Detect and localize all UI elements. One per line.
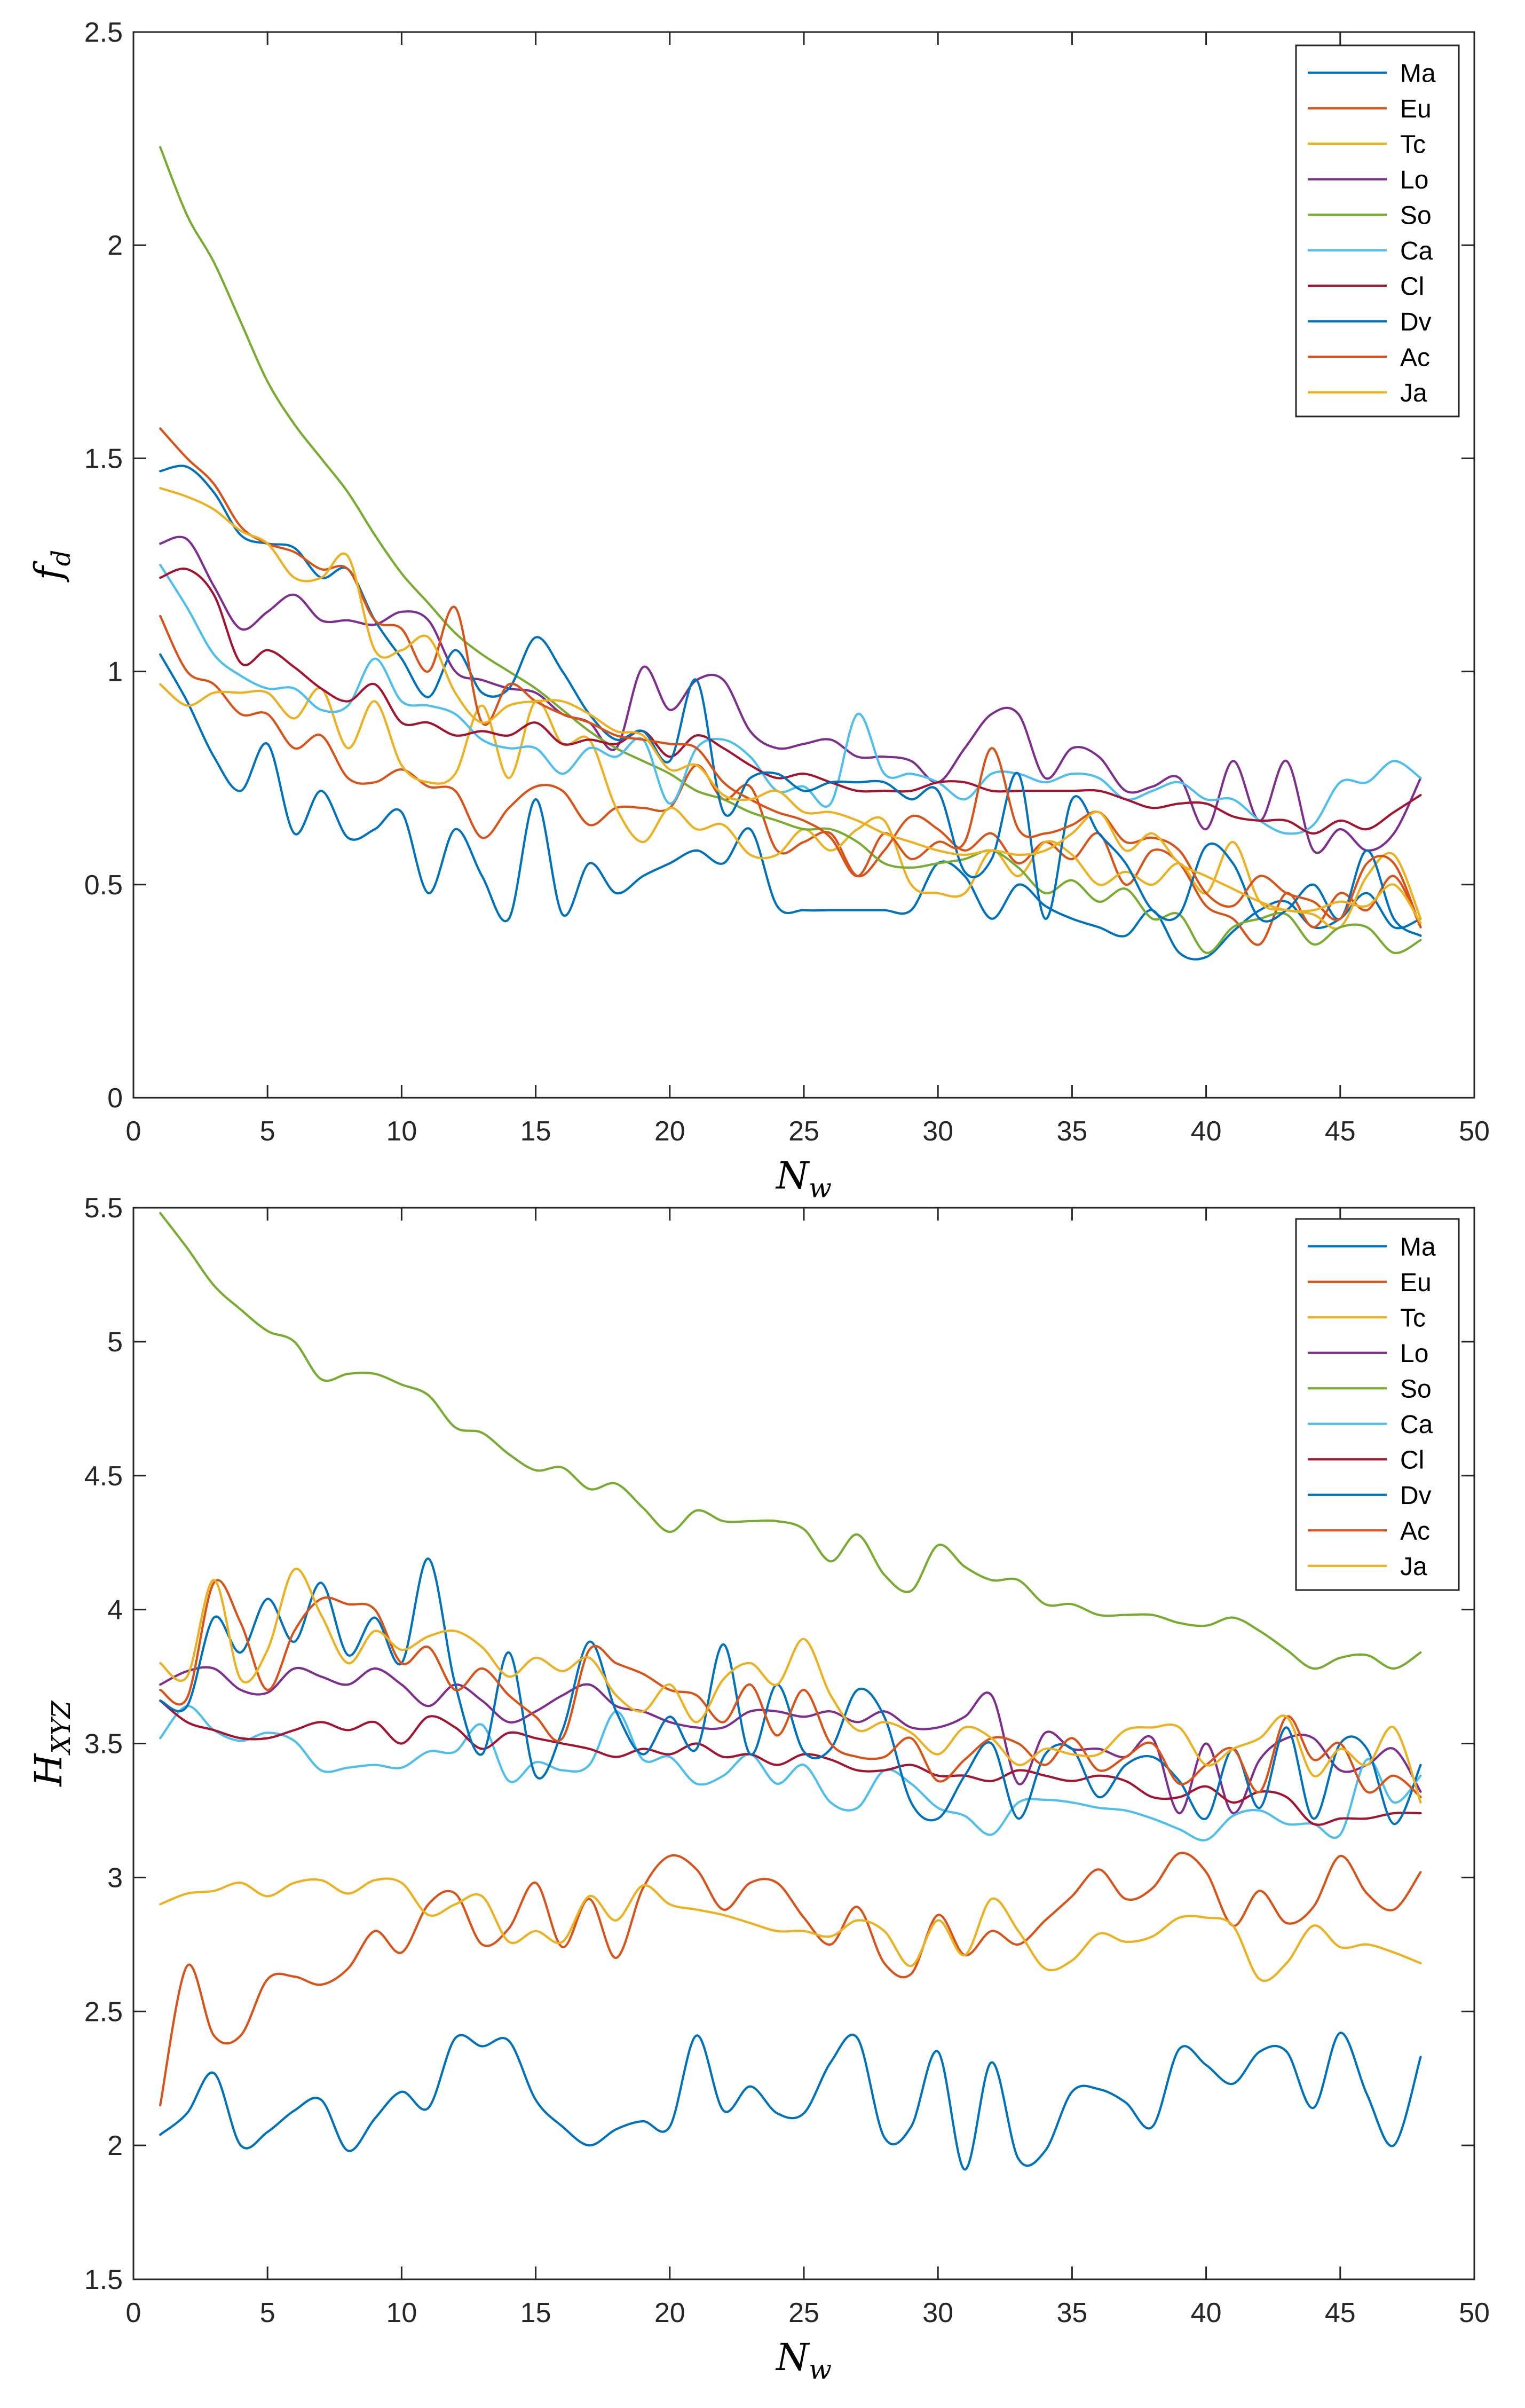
legend-box	[1295, 1218, 1460, 1591]
series-line-dv-2	[159, 1557, 1422, 1825]
x-axis-label-subscript: w	[809, 2354, 832, 2385]
series-line-lo	[159, 536, 1422, 854]
series-line-ma	[159, 2032, 1422, 2171]
y-tick-label: 1	[107, 657, 123, 688]
legend-label: Dv	[1400, 1482, 1432, 1510]
x-axis-label-subscript: w	[809, 1172, 832, 1203]
legend-label: Ca	[1400, 237, 1433, 265]
series-line-dv-2	[159, 465, 1422, 937]
legend-label: Ma	[1400, 1233, 1436, 1261]
x-tick-label: 50	[1459, 2297, 1490, 2328]
series-line-ja-2	[159, 487, 1422, 924]
x-tick-label: 15	[520, 2297, 551, 2328]
legend-label: So	[1400, 1375, 1432, 1403]
series-line-so	[159, 146, 1422, 954]
y-axis-label-subscript: d	[46, 550, 76, 566]
x-tick-label: 10	[386, 1116, 417, 1147]
x-tick-label: 5	[260, 2297, 275, 2328]
y-tick-label: 2.5	[84, 17, 123, 48]
x-tick-label: 10	[386, 2297, 417, 2328]
series-line-cl	[159, 1699, 1422, 1826]
legend-label: Eu	[1400, 1269, 1432, 1297]
legend-label: Dv	[1400, 308, 1432, 336]
series-line-lo	[159, 1666, 1422, 1815]
top-chart-fd: 0 5 10 15 20 25 30 35 40 45 5000.511.522.5NwfdMaEu…	[27, 17, 1490, 1203]
y-tick-label: 1.5	[84, 443, 123, 474]
y-tick-label: 4	[107, 1595, 123, 1626]
legend-label: Ca	[1400, 1411, 1433, 1439]
legend: Ma Eu Tc Lo So Ca Cl Dv Ac Ja	[1295, 1218, 1460, 1591]
y-axis-label-subscript: XYZ	[46, 1700, 76, 1756]
legend-label: Ma	[1400, 59, 1436, 88]
legend-label: Cl	[1400, 1446, 1424, 1474]
y-axis-label-main: H	[27, 1753, 70, 1788]
series-line-ma	[159, 653, 1422, 961]
x-tick-label: 35	[1056, 1116, 1087, 1147]
x-tick-label: 20	[654, 2297, 685, 2328]
legend: Ma Eu Tc Lo So Ca Cl Dv Ac Ja	[1295, 44, 1460, 418]
series-line-ca	[159, 1705, 1422, 1842]
series-group	[159, 1211, 1422, 2171]
legend-label: Tc	[1400, 1304, 1426, 1332]
series-group	[159, 146, 1422, 961]
x-tick-label: 25	[788, 1116, 819, 1147]
y-axis-label: HXYZ	[27, 1700, 76, 1788]
legend-label: Cl	[1400, 272, 1424, 301]
x-tick-label: 50	[1459, 1116, 1490, 1147]
y-tick-label: 5	[107, 1327, 123, 1358]
x-axis-label-main: N	[775, 2335, 810, 2379]
x-tick-label: 40	[1191, 2297, 1222, 2328]
series-line-tc	[159, 1877, 1422, 1982]
x-tick-label: 25	[788, 2297, 819, 2328]
y-tick-label: 2	[107, 230, 123, 261]
y-tick-label: 2.5	[84, 1996, 123, 2027]
series-line-ac-2	[159, 1579, 1422, 1798]
x-tick-label: 45	[1325, 1116, 1356, 1147]
x-tick-label: 0	[126, 1116, 141, 1147]
x-axis-label: Nw	[775, 1154, 832, 1203]
series-line-ac-2	[159, 427, 1422, 928]
plot-area	[133, 32, 1474, 1098]
y-tick-label: 5.5	[84, 1193, 123, 1224]
legend-label: Ac	[1400, 343, 1430, 372]
x-tick-label: 30	[922, 2297, 953, 2328]
series-line-eu	[159, 615, 1422, 946]
y-tick-label: 0.5	[84, 870, 123, 901]
legend-label: Ja	[1400, 1553, 1427, 1581]
legend-label: Ja	[1400, 379, 1427, 407]
y-tick-label: 4.5	[84, 1461, 123, 1492]
y-tick-label: 0	[107, 1083, 123, 1114]
legend-box	[1295, 44, 1460, 418]
bottom-chart-hxyz: 0 5 10 15 20 25 30 35 40 45 50 1.5 2 2.5 3 3.5 4 4.5 5 5.5 N…	[27, 1193, 1490, 2385]
x-tick-label: 45	[1325, 2297, 1356, 2328]
series-line-so	[159, 1211, 1422, 1670]
x-tick-label: 30	[922, 1116, 953, 1147]
legend-label: So	[1400, 201, 1432, 230]
legend-label: Eu	[1400, 95, 1432, 123]
x-axis-label: Nw	[775, 2335, 832, 2385]
x-axis-label-main: N	[775, 1154, 810, 1198]
x-tick-label: 20	[654, 1116, 685, 1147]
y-tick-label: 3	[107, 1862, 123, 1893]
legend-label: Lo	[1400, 166, 1428, 194]
y-tick-label: 3.5	[84, 1729, 123, 1760]
series-line-cl	[159, 567, 1422, 835]
x-tick-label: 35	[1056, 2297, 1087, 2328]
legend-label: Ac	[1400, 1517, 1430, 1545]
series-line-eu	[159, 1852, 1422, 2106]
x-tick-label: 40	[1191, 1116, 1222, 1147]
series-line-ja-2	[159, 1568, 1422, 1804]
x-tick-label: 5	[260, 1116, 275, 1147]
legend-label: Tc	[1400, 130, 1426, 159]
y-tick-label: 2	[107, 2130, 123, 2161]
legend-label: Lo	[1400, 1340, 1428, 1368]
x-tick-label: 0	[126, 2297, 141, 2328]
plot-area	[133, 1208, 1474, 2279]
y-tick-label: 1.5	[84, 2264, 123, 2295]
x-tick-label: 15	[520, 1116, 551, 1147]
